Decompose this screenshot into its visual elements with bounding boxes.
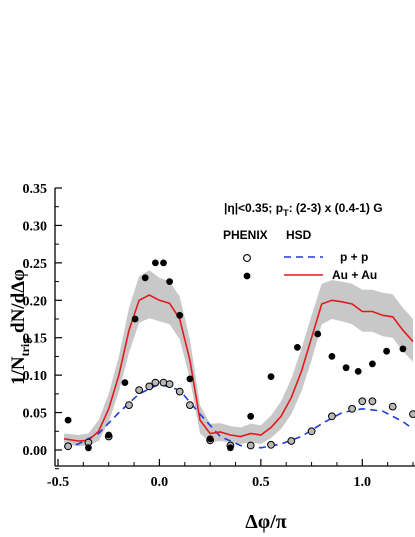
auau-data-point [85, 444, 92, 452]
y-tick-label: 0.15 [23, 332, 48, 347]
pp-data-point [409, 410, 415, 418]
hsd-auau-band [64, 270, 413, 447]
x-axis-title: Δφ/π [245, 511, 287, 533]
x-tick-label: -0.5 [47, 475, 69, 490]
y-tick-label: 0.20 [23, 294, 48, 309]
pp-data-point [151, 378, 160, 387]
auau-data-point [247, 412, 255, 420]
auau-data-point [354, 368, 362, 375]
auau-data-point [166, 278, 174, 285]
auau-data-point [160, 259, 167, 267]
y-tick-label: 0.35 [23, 182, 48, 197]
pp-data-point [328, 412, 336, 421]
auau-data-point [227, 444, 234, 452]
auau-data-point [314, 330, 322, 338]
hsd-curves [63, 294, 414, 449]
auau-data-point [267, 373, 275, 380]
auau-data-point [121, 379, 129, 386]
auau-data-point [186, 375, 194, 383]
pp-data-point [348, 404, 357, 413]
legend-marker-filled [243, 272, 251, 280]
pp-data-point [307, 427, 316, 436]
auau-data-point [131, 315, 139, 323]
y-tick-label: 0.10 [23, 369, 48, 384]
auau-data-point [152, 259, 159, 267]
y-tick-label: 0.05 [23, 407, 48, 422]
pp-data-point [287, 437, 296, 445]
legend-header-hsd: HSD [286, 228, 312, 242]
pp-data-point [358, 397, 367, 406]
pp-data-point [246, 441, 255, 450]
auau-data-point [399, 345, 407, 353]
auau-data-point [369, 360, 376, 368]
pp-data-point [125, 401, 133, 410]
hsd-pp-curve [63, 383, 414, 449]
legend-header-phenix: PHENIX [223, 228, 268, 242]
pp-data-point [186, 401, 194, 410]
pp-data-point [388, 402, 397, 411]
phenix-data-points [64, 259, 415, 452]
x-tick-label: 0.5 [252, 475, 270, 490]
axes [54, 187, 415, 470]
auau-data-point [328, 353, 336, 360]
annotation-text: |η|<0.35; pT: (2-3) x (0.4-1) G [224, 201, 383, 218]
pp-data-point [175, 387, 184, 396]
legend-label-auau: Au + Au [332, 268, 377, 282]
x-tick-label: 0.0 [151, 475, 169, 490]
pp-data-point [145, 382, 154, 391]
legend: PHENIX HSD p + p Au + Au [223, 228, 377, 282]
auau-data-point [294, 344, 301, 351]
tick-labels: 0.00 0.05 0.10 0.15 0.20 0.25 0.30 0.35 -0.5 0.0 0… [23, 182, 372, 490]
legend-marker-open [243, 254, 251, 262]
auau-data-point [342, 364, 350, 372]
x-tick-label: 1.0 [354, 475, 372, 490]
auau-data-point [383, 347, 390, 355]
legend-label-pp: p + p [340, 250, 368, 264]
hsd-auau-uncertainty-band [64, 270, 413, 447]
pp-data-point [267, 440, 275, 449]
y-tick-label: 0.30 [23, 219, 48, 234]
y-tick-label: 0.00 [23, 444, 48, 459]
pp-data-point [368, 397, 377, 406]
auau-data-point [176, 311, 184, 319]
hsd-auau-curve [63, 294, 414, 442]
y-axis-title: 1/Ntrig dN/dΔφ [8, 269, 32, 385]
pp-data-point [64, 442, 72, 451]
auau-data-point [105, 431, 113, 439]
auau-data-point [64, 416, 72, 424]
y-tick-label: 0.25 [23, 257, 48, 272]
pp-data-point [135, 386, 144, 395]
pp-data-point [165, 380, 174, 389]
auau-data-point [206, 435, 214, 443]
auau-data-point [141, 274, 149, 282]
